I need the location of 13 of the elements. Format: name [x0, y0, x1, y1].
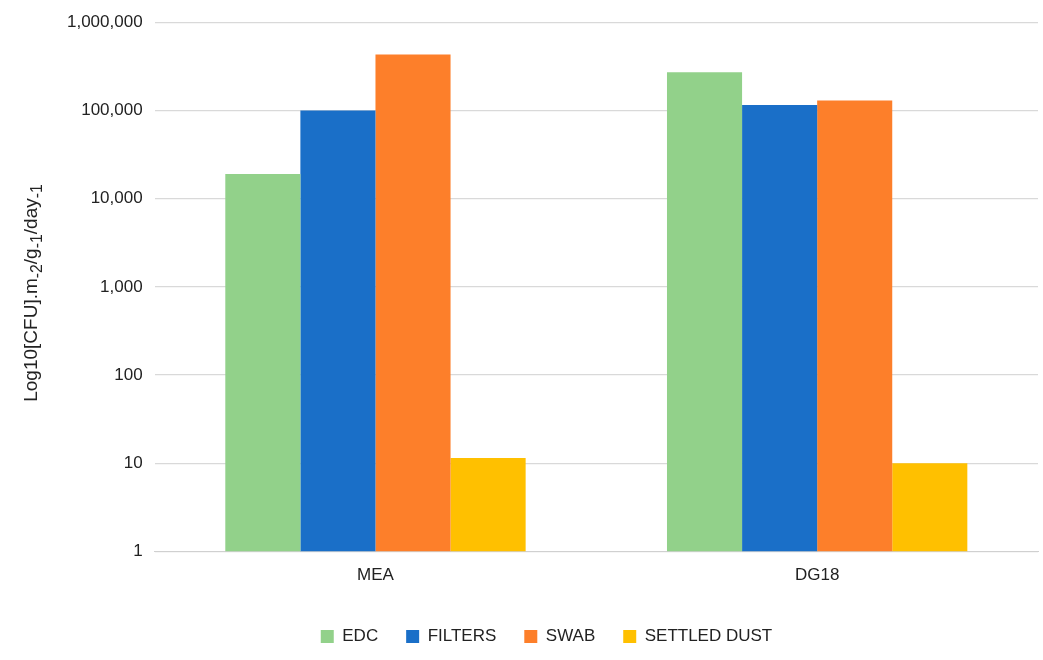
- y-tick-label: 1: [133, 541, 143, 561]
- y-tick-label: 10,000: [90, 188, 143, 208]
- x-tick-label: DG18: [794, 565, 840, 585]
- legend-label: EDC: [342, 626, 379, 646]
- legend-label: SWAB: [545, 626, 596, 646]
- y-tick-label: 100,000: [81, 100, 143, 120]
- y-tick-label: 100: [114, 364, 143, 384]
- y-tick-label: 1,000,000: [66, 11, 143, 31]
- y-tick-label: 1,000: [100, 276, 143, 296]
- x-tick-label: MEA: [357, 565, 395, 585]
- legend-label: SETTLED DUST: [644, 626, 773, 646]
- y-tick-label: 10: [123, 453, 143, 473]
- legend-label: FILTERS: [427, 626, 497, 646]
